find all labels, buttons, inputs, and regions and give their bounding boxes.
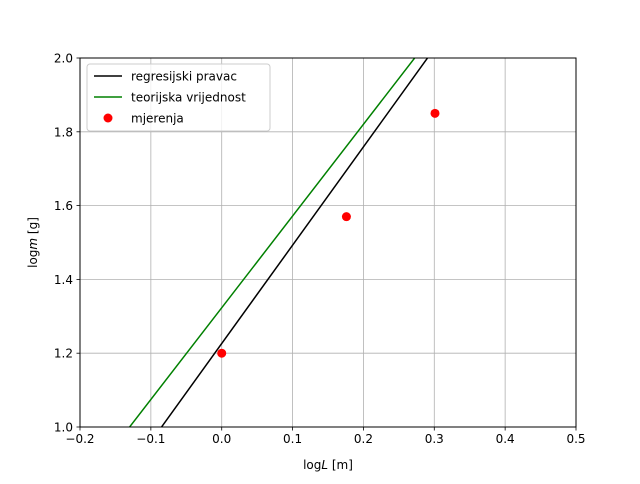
y-tick-label: 1.6	[54, 199, 73, 213]
y-axis-label-prefix: log	[26, 250, 40, 268]
series-line-teorijska-vrijednost	[128, 58, 416, 427]
x-axis-label-unit: [m]	[328, 458, 353, 472]
x-tick-label: −0.1	[136, 432, 165, 446]
y-tick-label: 1.4	[54, 273, 73, 287]
series-layer	[128, 58, 429, 427]
legend-label-mjerenja: mjerenja	[131, 112, 184, 126]
x-axis-ticks: −0.2 −0.1 0.0 0.1 0.2 0.3 0.4 0.5	[65, 427, 586, 446]
legend-marker-mjerenja	[103, 113, 113, 123]
x-axis-label-variable: L	[321, 458, 328, 472]
plot-frame	[79, 57, 577, 428]
x-tick-label: 0.2	[354, 432, 373, 446]
data-point-mjerenja	[430, 108, 440, 118]
legend-label-teorijska-vrijednost: teorijska vrijednost	[131, 91, 246, 105]
x-tick-label: 0.0	[212, 432, 231, 446]
x-tick-label: 0.5	[566, 432, 585, 446]
series-line-regresijski-pravac	[160, 58, 429, 427]
x-axis-label-prefix: log	[303, 458, 321, 472]
x-tick-label: 0.1	[283, 432, 302, 446]
y-axis-ticks: 1.0 1.2 1.4 1.6 1.8 2.0	[54, 52, 80, 435]
y-tick-label: 1.8	[54, 125, 73, 139]
legend-label-regresijski-pravac: regresijski pravac	[131, 70, 237, 84]
y-axis-label-variable: m	[26, 238, 40, 250]
y-axis-label-unit: [g]	[26, 217, 40, 238]
y-axis-label: logm [g]	[26, 217, 40, 268]
y-tick-label: 1.0	[54, 421, 73, 435]
data-point-mjerenja	[217, 348, 227, 358]
x-tick-label: 0.3	[425, 432, 444, 446]
legend: regresijski pravac teorijska vrijednost …	[86, 63, 271, 132]
scatter-layer	[217, 108, 440, 358]
legend-box	[86, 63, 271, 132]
x-axis-label: logL [m]	[303, 458, 353, 472]
x-tick-label: 0.4	[496, 432, 515, 446]
y-tick-label: 2.0	[54, 52, 73, 66]
y-tick-label: 1.2	[54, 347, 73, 361]
data-point-mjerenja	[341, 212, 351, 222]
x-tick-label: −0.2	[65, 432, 94, 446]
